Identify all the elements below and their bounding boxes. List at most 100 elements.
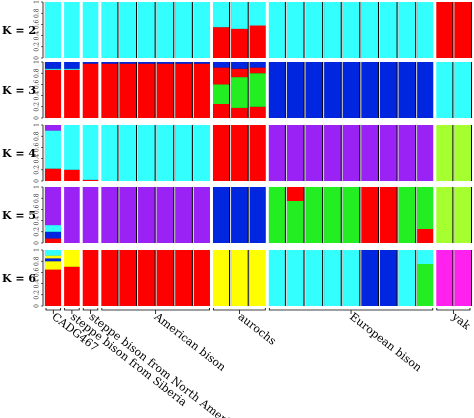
column-separator: [137, 250, 139, 306]
bar-segment-red: [249, 106, 267, 118]
group-bracket: [213, 308, 266, 311]
column-separator: [360, 62, 362, 118]
y-tick-label: 0.8: [34, 68, 41, 78]
group-separator: [79, 125, 83, 181]
bar-segment-red: [193, 63, 211, 118]
group-label: European bison: [347, 310, 424, 374]
bar-segment-green: [305, 187, 323, 243]
y-tick-label: 0.8: [34, 193, 41, 203]
bar-segment-cyan: [212, 2, 230, 28]
bar-segment-red: [361, 187, 378, 243]
bar-segment-cyan: [156, 2, 174, 58]
y-tick-label: 1: [34, 123, 41, 127]
k-label: K = 6: [2, 272, 36, 285]
k-label: K = 4: [2, 147, 36, 160]
bar-segment-green: [324, 187, 341, 243]
bar-segment-purple: [45, 187, 62, 226]
bar-segment-purple: [342, 125, 360, 181]
column-separator: [378, 2, 380, 58]
column-separator: [118, 187, 120, 243]
k-label: K = 5: [2, 209, 36, 222]
y-tick-label: 0.2: [34, 227, 41, 237]
y-tick-label: 0.4: [34, 31, 41, 41]
bar-segment-blue: [361, 250, 378, 306]
bar-segment-cyan: [138, 125, 155, 181]
column-separator: [248, 2, 250, 58]
column-separator: [285, 250, 287, 306]
column-separator: [341, 250, 343, 306]
bar-segment-red: [212, 27, 230, 58]
column-separator: [44, 125, 45, 181]
bar-segment-blue: [324, 62, 341, 118]
bar-segment-red: [231, 125, 248, 181]
bar-segment-purple: [45, 125, 62, 131]
bar-segment-red: [231, 68, 248, 78]
y-tick-label: 0.6: [34, 267, 41, 277]
bar-segment-red: [82, 179, 99, 181]
group-separator: [433, 187, 437, 243]
y-axis-k6: 0 0.20.4 0.60.8 1: [34, 248, 44, 308]
column-separator: [155, 2, 157, 58]
column-separator: [378, 250, 380, 306]
column-separator: [248, 187, 250, 243]
column-separator: [378, 187, 380, 243]
y-tick-label: 0.4: [34, 216, 41, 226]
bar-segment-cyan: [63, 125, 81, 170]
bar-segment-cyan: [175, 2, 192, 58]
bar-segment-red: [119, 250, 137, 306]
bar-segment-purple: [268, 125, 285, 181]
bar-segment-cyan: [305, 250, 323, 306]
bar-segment-blue: [63, 62, 81, 69]
bar-segment-red: [45, 238, 62, 243]
bar-segment-blue: [138, 62, 155, 64]
bar-segment-red: [45, 269, 62, 306]
column-separator: [118, 125, 120, 181]
group-yak: yak: [436, 308, 473, 333]
bar-segment-blue: [45, 231, 62, 239]
column-separator: [137, 187, 139, 243]
bar-segment-green: [342, 187, 360, 243]
bar-segment-cyan: [45, 250, 62, 256]
column-separator: [44, 62, 45, 118]
bar-segment-magenta: [454, 250, 471, 306]
y-tick-label: 0.2: [34, 290, 41, 300]
column-separator: [360, 187, 362, 243]
column-separator: [397, 125, 399, 181]
column-separator: [323, 250, 325, 306]
bar-segment-red: [231, 107, 248, 118]
bar-segment-green: [268, 187, 285, 243]
column-separator: [304, 125, 306, 181]
bar-segment-cyan: [156, 125, 174, 181]
bar-segment-purple: [324, 125, 341, 181]
column-separator: [248, 125, 250, 181]
bar-segment-yellow: [212, 250, 230, 306]
column-separator: [304, 62, 306, 118]
bar-segment-cyan: [398, 2, 416, 58]
group-separator: [265, 2, 269, 58]
bar-segment-blue: [342, 62, 360, 118]
column-separator: [118, 62, 120, 118]
group-separator: [98, 2, 102, 58]
y-tick-label: 0: [34, 241, 41, 245]
bar-segment-red: [63, 69, 81, 118]
y-axis-k4: 0 0.20.4 0.60.8 1: [34, 123, 44, 183]
k-label: K = 3: [2, 84, 36, 97]
column-separator: [341, 187, 343, 243]
bar-segment-cyan: [119, 2, 137, 58]
bar-segment-blue: [379, 62, 397, 118]
bar-segment-green: [286, 201, 304, 243]
column-separator: [192, 125, 194, 181]
bar-segment-red: [156, 250, 174, 306]
group-separator: [79, 62, 83, 118]
y-tick-label: 0.8: [34, 256, 41, 266]
bar-segment-blue: [249, 62, 267, 68]
bar-segment-cyan: [175, 125, 192, 181]
bar-segment-lime: [454, 187, 471, 243]
column-separator: [378, 125, 380, 181]
panel-k4: [44, 125, 472, 181]
group-separator: [209, 62, 213, 118]
group-separator: [61, 62, 65, 118]
column-separator: [416, 250, 418, 306]
column-separator: [341, 2, 343, 58]
bar-segment-blue: [398, 62, 416, 118]
